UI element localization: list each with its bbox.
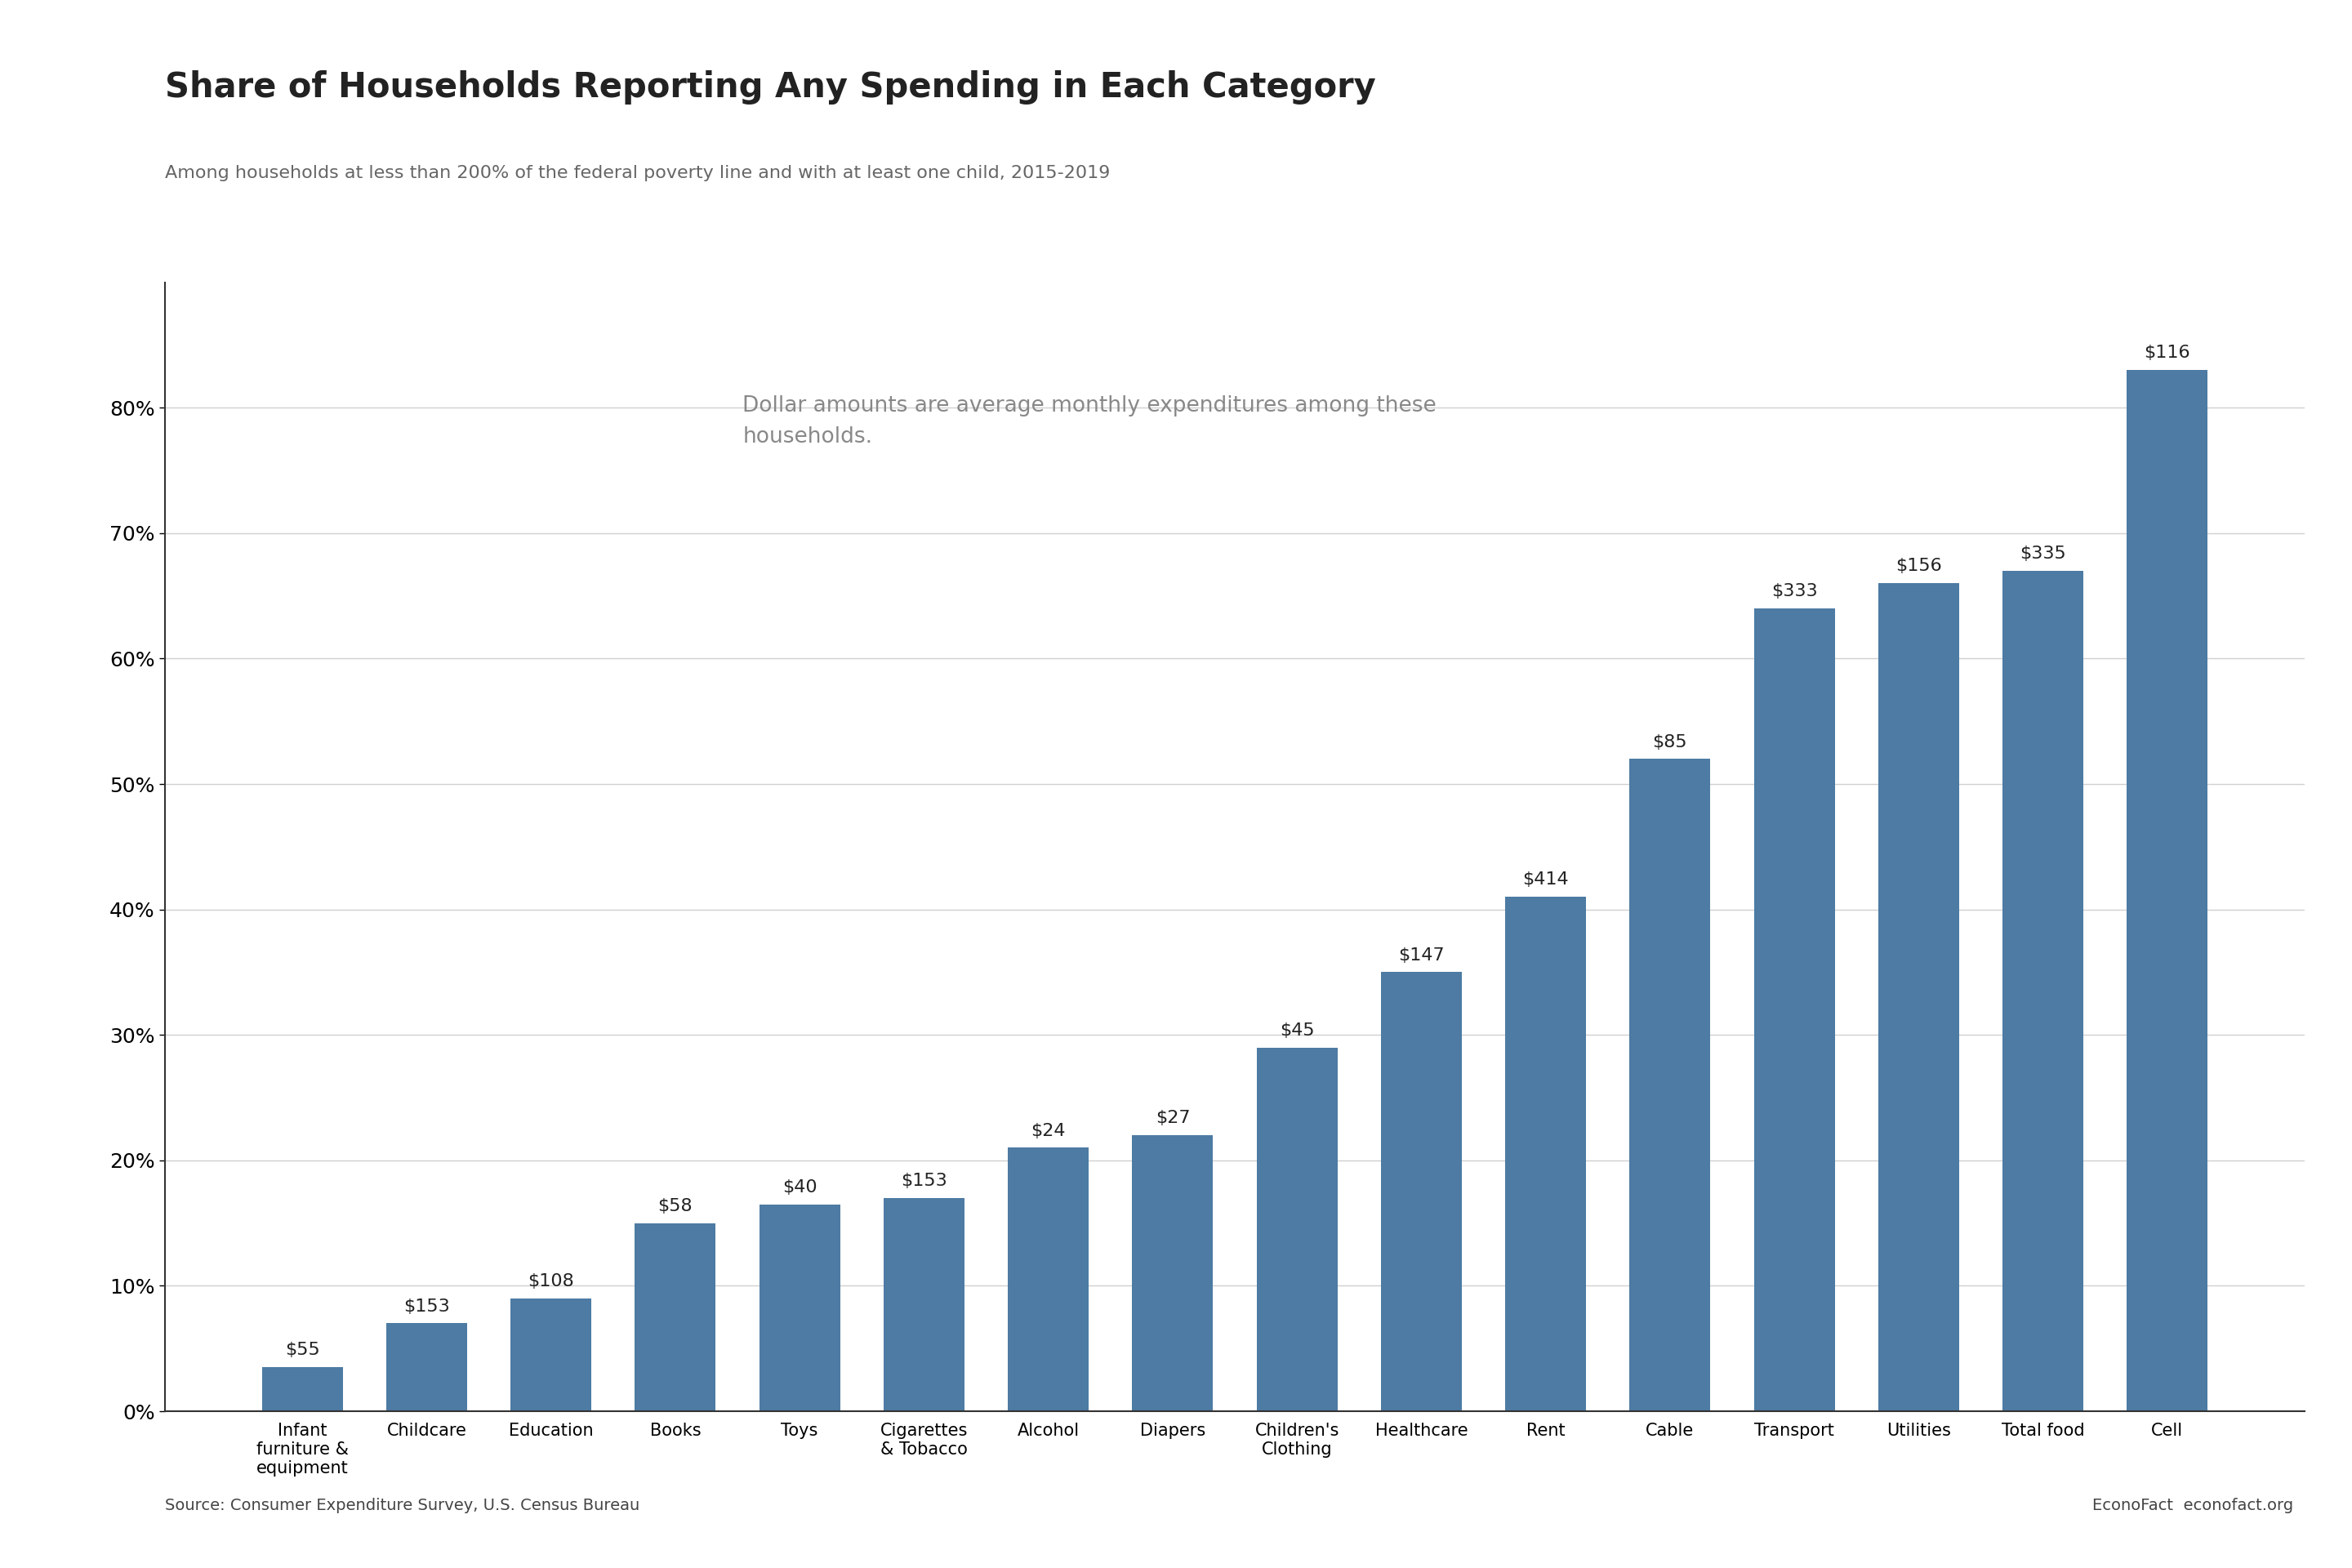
Bar: [635, 1223, 715, 1411]
Text: Dollar amounts are average monthly expenditures among these
households.: Dollar amounts are average monthly expen…: [743, 395, 1437, 447]
Bar: [2126, 370, 2209, 1411]
Bar: [1630, 759, 1710, 1411]
Text: $153: $153: [901, 1173, 948, 1189]
Bar: [1009, 1148, 1089, 1411]
Bar: [261, 1367, 343, 1411]
Bar: [1755, 608, 1835, 1411]
Bar: [386, 1323, 468, 1411]
Bar: [510, 1298, 590, 1411]
Text: $24: $24: [1030, 1123, 1065, 1138]
Text: $116: $116: [2145, 345, 2190, 361]
Text: Source: Consumer Expenditure Survey, U.S. Census Bureau: Source: Consumer Expenditure Survey, U.S…: [165, 1497, 640, 1513]
Bar: [884, 1198, 964, 1411]
Text: $335: $335: [2020, 546, 2065, 561]
Text: Among households at less than 200% of the federal poverty line and with at least: Among households at less than 200% of th…: [165, 165, 1110, 180]
Text: $85: $85: [1653, 734, 1686, 750]
Text: $108: $108: [527, 1273, 574, 1289]
Bar: [1879, 583, 1959, 1411]
Text: EconoFact  econofact.org: EconoFact econofact.org: [2093, 1497, 2293, 1513]
Bar: [1505, 897, 1585, 1411]
Text: $27: $27: [1155, 1110, 1190, 1126]
Text: $414: $414: [1522, 872, 1569, 887]
Bar: [1381, 972, 1461, 1411]
Text: $156: $156: [1896, 558, 1943, 574]
Bar: [2002, 571, 2084, 1411]
Text: Share of Households Reporting Any Spending in Each Category: Share of Households Reporting Any Spendi…: [165, 71, 1376, 105]
Bar: [1131, 1135, 1214, 1411]
Text: $58: $58: [659, 1198, 694, 1214]
Text: $55: $55: [285, 1342, 320, 1358]
Bar: [760, 1204, 840, 1411]
Bar: [1256, 1047, 1338, 1411]
Text: $147: $147: [1397, 947, 1444, 963]
Text: $333: $333: [1771, 583, 1818, 599]
Text: $45: $45: [1279, 1022, 1315, 1038]
Text: $40: $40: [783, 1179, 816, 1195]
Text: $153: $153: [405, 1298, 449, 1314]
